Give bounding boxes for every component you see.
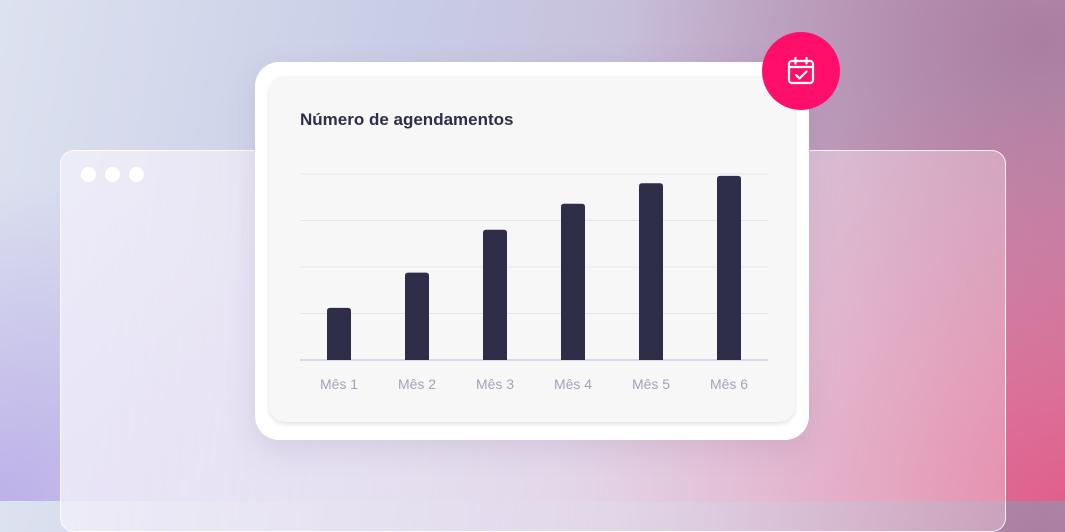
chart-title: Número de agendamentos	[300, 110, 514, 129]
x-tick-label: Mês 6	[710, 376, 748, 392]
chart-panel: Número de agendamentos Mês 1 Mês 2 Mês 3 Mê…	[269, 76, 795, 422]
x-tick-label: Mês 1	[320, 376, 358, 392]
bar-1[interactable]	[327, 307, 351, 360]
bar-2[interactable]	[405, 272, 429, 360]
calendar-check-icon	[787, 56, 815, 85]
bar-3[interactable]	[483, 229, 507, 360]
window-control-dot[interactable]	[105, 167, 120, 182]
bar-4[interactable]	[561, 203, 585, 360]
calendar-badge	[762, 32, 840, 110]
window-control-dot[interactable]	[129, 167, 144, 182]
x-tick-label: Mês 4	[554, 376, 592, 392]
x-tick-label: Mês 5	[632, 376, 670, 392]
bar-6[interactable]	[717, 175, 741, 360]
chart-card: Número de agendamentos Mês 1 Mês 2 Mês 3 Mê…	[255, 62, 809, 440]
bar-5[interactable]	[639, 183, 663, 360]
bar-chart: Mês 1 Mês 2 Mês 3 Mês 4 Mês 5 Mês 6	[300, 173, 768, 392]
window-control-dot[interactable]	[81, 167, 96, 182]
x-tick-label: Mês 2	[398, 376, 436, 392]
x-tick-label: Mês 3	[476, 376, 514, 392]
